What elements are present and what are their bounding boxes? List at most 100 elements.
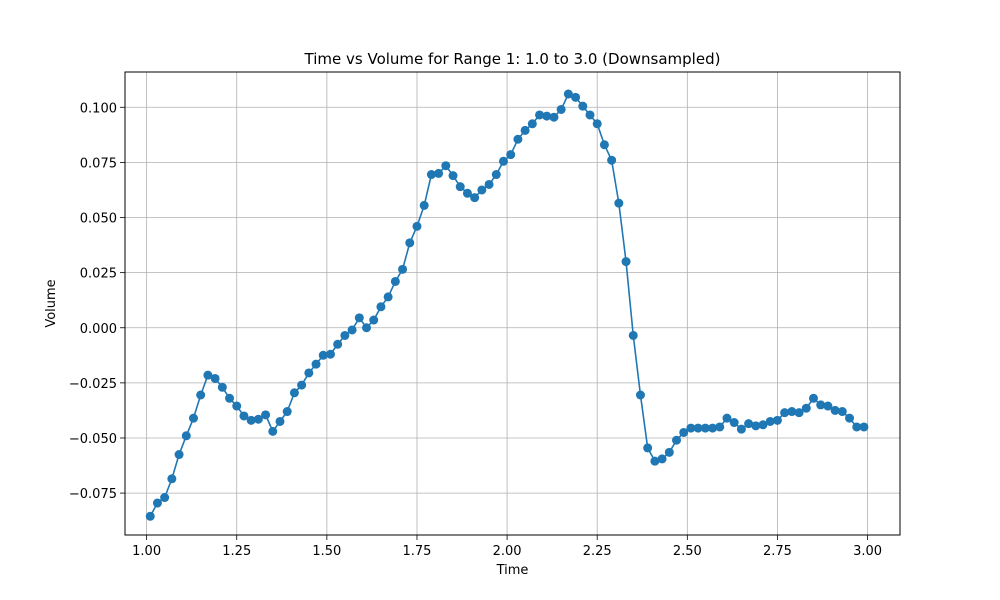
x-axis-title: Time: [496, 563, 529, 578]
data-point: [506, 150, 516, 160]
data-point: [664, 447, 674, 457]
data-point: [369, 315, 379, 325]
data-point: [787, 407, 797, 417]
data-point: [318, 350, 328, 360]
y-tick-label: −0.050: [69, 432, 117, 447]
y-axis-title: Volume: [44, 279, 59, 327]
data-point: [837, 407, 847, 417]
data-point: [362, 323, 372, 333]
x-tick-label: 1.50: [312, 544, 341, 559]
x-tick-label: 1.25: [222, 544, 251, 559]
data-point: [657, 454, 667, 464]
data-point: [700, 423, 710, 433]
data-point: [628, 330, 638, 340]
data-point: [780, 408, 790, 418]
data-point: [708, 423, 718, 433]
data-point: [823, 401, 833, 411]
data-point: [268, 426, 278, 436]
data-point: [686, 423, 696, 433]
y-tick-label: −0.025: [69, 377, 117, 392]
data-point: [145, 511, 155, 521]
data-point: [282, 407, 292, 417]
data-point: [736, 424, 746, 434]
data-point: [383, 292, 393, 302]
data-point: [765, 416, 775, 426]
data-point: [405, 238, 415, 248]
data-point: [398, 264, 408, 274]
chart-title: Time vs Volume for Range 1: 1.0 to 3.0 (…: [304, 50, 721, 68]
data-point: [311, 359, 321, 369]
data-point: [225, 393, 235, 403]
x-tick-label: 1.75: [403, 544, 432, 559]
x-tick-label: 1.00: [132, 544, 161, 559]
data-point: [354, 313, 364, 323]
data-point: [455, 182, 465, 192]
data-point: [744, 419, 754, 429]
data-point: [441, 161, 451, 171]
data-point: [325, 349, 335, 359]
data-point: [470, 193, 480, 203]
data-point: [607, 155, 617, 165]
data-point: [232, 401, 242, 411]
data-point: [672, 435, 682, 445]
data-point: [621, 257, 631, 267]
plot-frame: [124, 71, 901, 536]
x-tick-label: 2.25: [583, 544, 612, 559]
x-tick-label: 2.75: [763, 544, 792, 559]
data-point: [614, 198, 624, 208]
data-point: [181, 431, 191, 441]
grid-lines: [125, 72, 900, 535]
data-point: [758, 420, 768, 430]
data-point: [333, 339, 343, 349]
plot-data: [145, 89, 869, 521]
data-point: [852, 422, 862, 432]
data-point: [751, 421, 761, 431]
data-point: [722, 413, 732, 423]
data-point: [520, 125, 530, 135]
data-point: [261, 410, 271, 420]
y-tick-label: 0.050: [80, 212, 117, 227]
data-point: [592, 119, 602, 129]
data-point: [376, 302, 386, 312]
data-point: [152, 498, 162, 508]
data-point: [772, 415, 782, 425]
data-point: [549, 112, 559, 122]
data-point: [585, 110, 595, 120]
data-point: [578, 101, 588, 111]
data-point: [571, 92, 581, 102]
data-point: [729, 418, 739, 428]
y-tick-label: −0.075: [69, 487, 117, 502]
data-point: [390, 276, 400, 286]
x-tick-label: 2.50: [673, 544, 702, 559]
data-point: [845, 413, 855, 423]
data-point: [859, 422, 869, 432]
data-point: [304, 368, 314, 378]
y-tick-label: 0.100: [80, 101, 117, 116]
data-point: [196, 390, 206, 400]
data-point: [808, 393, 818, 403]
data-point: [599, 140, 609, 150]
data-point: [253, 414, 263, 424]
data-point: [693, 423, 703, 433]
data-point: [217, 382, 227, 392]
data-point: [412, 221, 422, 231]
data-point: [477, 185, 487, 195]
data-point: [462, 188, 472, 198]
y-tick-label: 0.000: [80, 322, 117, 337]
data-point: [203, 370, 213, 380]
data-point: [210, 373, 220, 383]
data-point: [535, 110, 545, 120]
data-point: [297, 380, 307, 390]
data-point: [801, 403, 811, 413]
data-point: [794, 408, 804, 418]
data-point: [448, 171, 458, 181]
data-point: [816, 400, 826, 410]
data-point: [239, 411, 249, 421]
data-point: [434, 168, 444, 178]
data-point: [174, 450, 184, 460]
data-point: [484, 179, 494, 189]
data-point: [556, 104, 566, 114]
y-tick-label: 0.075: [80, 156, 117, 171]
data-point: [275, 416, 285, 426]
